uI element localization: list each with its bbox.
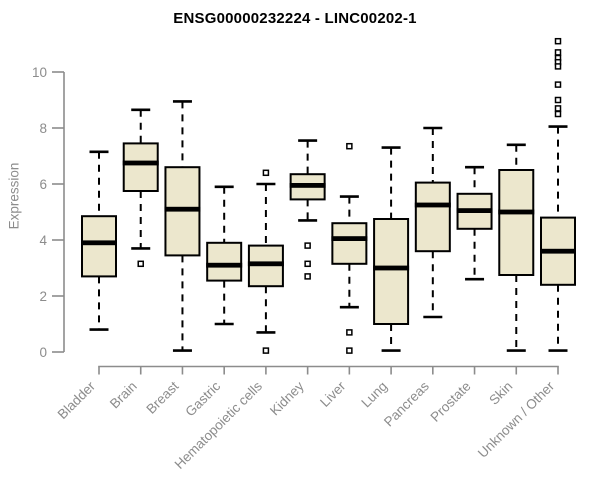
y-tick-label: 2: [39, 289, 47, 304]
outlier-point: [262, 347, 270, 354]
outlier-point: [554, 49, 562, 56]
iqr-box: [373, 218, 410, 325]
outlier-point: [554, 63, 562, 70]
category-label: Liver: [317, 378, 349, 410]
median-line: [247, 261, 284, 267]
outlier-point: [554, 81, 562, 88]
boxplot-skin: [498, 143, 535, 352]
category-label: Bladder: [55, 378, 99, 422]
iqr-box: [122, 142, 159, 192]
median-line: [122, 160, 159, 166]
y-tick-label: 6: [39, 177, 47, 192]
boxplot-lung: [373, 146, 410, 352]
outlier-point: [304, 273, 311, 280]
median-line: [206, 262, 243, 268]
category-label: Lung: [358, 379, 390, 411]
outlier-point: [346, 329, 353, 336]
outlier-point: [554, 37, 562, 45]
iqr-box: [206, 241, 243, 282]
boxplot-kidney: [289, 139, 326, 280]
boxplot-breast: [164, 100, 201, 352]
median-line: [164, 206, 201, 212]
category-label: Breast: [143, 378, 181, 416]
median-line: [331, 236, 368, 241]
boxplot-bladder: [81, 150, 117, 331]
y-tick-label: 8: [39, 121, 47, 136]
outlier-point: [137, 260, 144, 268]
median-line: [540, 248, 576, 254]
boxplot-hematopoietic-cells: [247, 169, 284, 354]
outlier-point: [262, 169, 270, 177]
median-line: [289, 183, 326, 188]
y-axis-title: Expression: [6, 162, 22, 230]
category-label: Pancreas: [381, 378, 432, 429]
category-label: Unknown / Other: [475, 378, 558, 461]
boxplot-unknown-other: [540, 37, 576, 352]
outlier-point: [304, 260, 311, 268]
outlier-point: [346, 347, 353, 354]
boxplot-prostate: [456, 165, 493, 281]
y-tick-label: 4: [39, 233, 47, 248]
outlier-point: [554, 105, 562, 112]
chart-title: ENSG00000232224 - LINC00202-1: [173, 10, 417, 27]
boxplot-liver: [331, 142, 368, 354]
iqr-box: [414, 181, 451, 253]
iqr-box: [81, 215, 117, 278]
median-line: [81, 240, 117, 246]
outlier-point: [346, 142, 353, 150]
y-tick-label: 0: [39, 345, 47, 360]
median-line: [456, 208, 493, 213]
category-label: Brain: [107, 379, 140, 412]
category-label: Gastric: [182, 378, 223, 419]
iqr-box: [498, 169, 535, 276]
median-line: [373, 265, 410, 271]
outlier-point: [304, 242, 311, 249]
outlier-point: [554, 110, 562, 118]
category-label: Skin: [486, 379, 515, 408]
boxplot-pancreas: [414, 126, 451, 319]
y-tick-label: 10: [32, 65, 47, 80]
outlier-point: [554, 96, 562, 104]
boxplot-brain: [122, 108, 159, 268]
y-axis: 0 2 4 6 8 10: [32, 65, 65, 360]
boxplot-gastric: [206, 185, 243, 326]
category-label: Kidney: [267, 378, 307, 418]
category-label: Prostate: [428, 379, 474, 425]
iqr-box: [331, 222, 368, 265]
median-line: [414, 202, 451, 208]
median-line: [498, 209, 535, 215]
